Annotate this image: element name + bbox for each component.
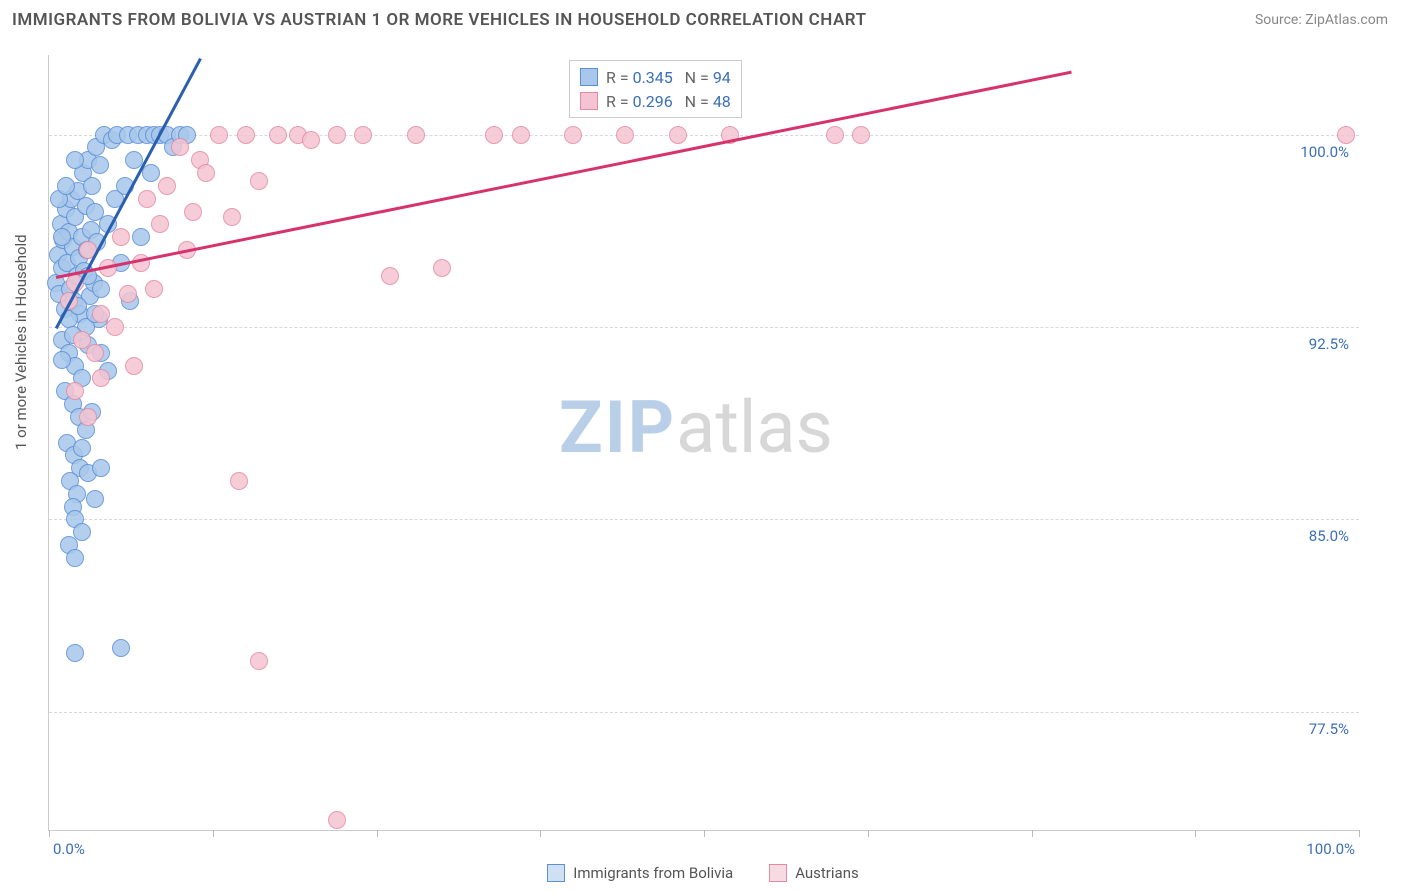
bottom-legend-item: Immigrants from Bolivia: [547, 864, 733, 882]
chart-container: IMMIGRANTS FROM BOLIVIA VS AUSTRIAN 1 OR…: [0, 0, 1406, 892]
x-tick-mark: [377, 830, 378, 837]
swatch-icon: [769, 864, 787, 882]
x-tick-mark: [1032, 830, 1033, 837]
gridline: [49, 327, 1359, 328]
scatter-point-bolivia: [92, 280, 110, 298]
watermark-atlas: atlas: [676, 385, 833, 470]
scatter-point-bolivia: [142, 164, 160, 182]
swatch-icon: [547, 864, 565, 882]
scatter-point-bolivia: [91, 156, 109, 174]
scatter-point-austrians: [86, 344, 104, 362]
scatter-point-austrians: [197, 164, 215, 182]
scatter-point-austrians: [125, 357, 143, 375]
legend-row-bolivia: R = 0.345 N = 94: [580, 65, 731, 89]
watermark-zip: ZIP: [559, 385, 676, 470]
x-tick-label: 100.0%: [1306, 840, 1355, 858]
scatter-point-bolivia: [112, 639, 130, 657]
scatter-point-austrians: [564, 126, 582, 144]
scatter-point-austrians: [237, 126, 255, 144]
correlation-legend: R = 0.345 N = 94 R = 0.296 N = 48: [569, 60, 742, 118]
scatter-point-austrians: [381, 267, 399, 285]
scatter-point-bolivia: [92, 459, 110, 477]
legend-stats: R = 0.345 N = 94: [606, 68, 731, 87]
scatter-point-bolivia: [132, 228, 150, 246]
scatter-point-austrians: [184, 203, 202, 221]
x-tick-mark: [49, 830, 50, 837]
scatter-point-austrians: [145, 280, 163, 298]
scatter-point-austrians: [302, 131, 320, 149]
scatter-point-austrians: [485, 126, 503, 144]
scatter-point-austrians: [669, 126, 687, 144]
scatter-point-bolivia: [86, 490, 104, 508]
x-tick-mark: [540, 830, 541, 837]
scatter-point-bolivia: [66, 644, 84, 662]
legend-stats: R = 0.296 N = 48: [606, 92, 731, 111]
x-tick-mark: [213, 830, 214, 837]
bottom-legend-item: Austrians: [769, 864, 859, 882]
y-tick-label: 85.0%: [1309, 527, 1349, 545]
x-tick-mark: [1195, 830, 1196, 837]
bottom-legend-label: Austrians: [795, 864, 859, 882]
scatter-point-austrians: [171, 138, 189, 156]
source-label: Source: ZipAtlas.com: [1255, 12, 1388, 28]
scatter-point-austrians: [407, 126, 425, 144]
scatter-point-austrians: [250, 652, 268, 670]
scatter-point-bolivia: [73, 439, 91, 457]
scatter-point-austrians: [106, 318, 124, 336]
scatter-point-austrians: [616, 126, 634, 144]
scatter-point-austrians: [1337, 126, 1355, 144]
scatter-point-bolivia: [57, 177, 75, 195]
scatter-point-bolivia: [83, 177, 101, 195]
y-tick-label: 92.5%: [1309, 335, 1349, 353]
scatter-point-austrians: [269, 126, 287, 144]
scatter-point-austrians: [79, 408, 97, 426]
x-tick-mark: [704, 830, 705, 837]
y-axis-label: 1 or more Vehicles in Household: [12, 234, 30, 450]
scatter-point-austrians: [223, 208, 241, 226]
y-tick-label: 100.0%: [1300, 143, 1349, 161]
gridline: [49, 712, 1359, 713]
scatter-point-austrians: [119, 285, 137, 303]
chart-title: IMMIGRANTS FROM BOLIVIA VS AUSTRIAN 1 OR…: [12, 10, 867, 30]
scatter-point-austrians: [354, 126, 372, 144]
scatter-point-austrians: [328, 811, 346, 829]
legend-row-austrians: R = 0.296 N = 48: [580, 89, 731, 113]
x-tick-label: 0.0%: [53, 840, 85, 858]
watermark: ZIPatlas: [559, 385, 833, 470]
scatter-point-austrians: [512, 126, 530, 144]
series-legend: Immigrants from Bolivia Austrians: [0, 864, 1406, 886]
scatter-point-austrians: [138, 190, 156, 208]
scatter-point-austrians: [328, 126, 346, 144]
scatter-point-austrians: [112, 228, 130, 246]
x-tick-mark: [868, 830, 869, 837]
scatter-point-austrians: [433, 259, 451, 277]
gridline: [49, 519, 1359, 520]
scatter-point-austrians: [852, 126, 870, 144]
scatter-point-austrians: [230, 472, 248, 490]
scatter-point-austrians: [151, 215, 169, 233]
scatter-point-austrians: [92, 369, 110, 387]
plot-area: ZIPatlas R = 0.345 N = 94 R = 0.296 N = 4…: [48, 55, 1359, 831]
scatter-point-austrians: [158, 177, 176, 195]
x-tick-mark: [1359, 830, 1360, 837]
y-tick-label: 77.5%: [1309, 720, 1349, 738]
scatter-point-austrians: [250, 172, 268, 190]
scatter-point-bolivia: [66, 549, 84, 567]
scatter-point-austrians: [826, 126, 844, 144]
scatter-point-austrians: [210, 126, 228, 144]
swatch-bolivia: [580, 68, 598, 86]
bottom-legend-label: Immigrants from Bolivia: [573, 864, 733, 882]
swatch-austrians: [580, 92, 598, 110]
scatter-point-bolivia: [73, 523, 91, 541]
scatter-point-austrians: [66, 382, 84, 400]
